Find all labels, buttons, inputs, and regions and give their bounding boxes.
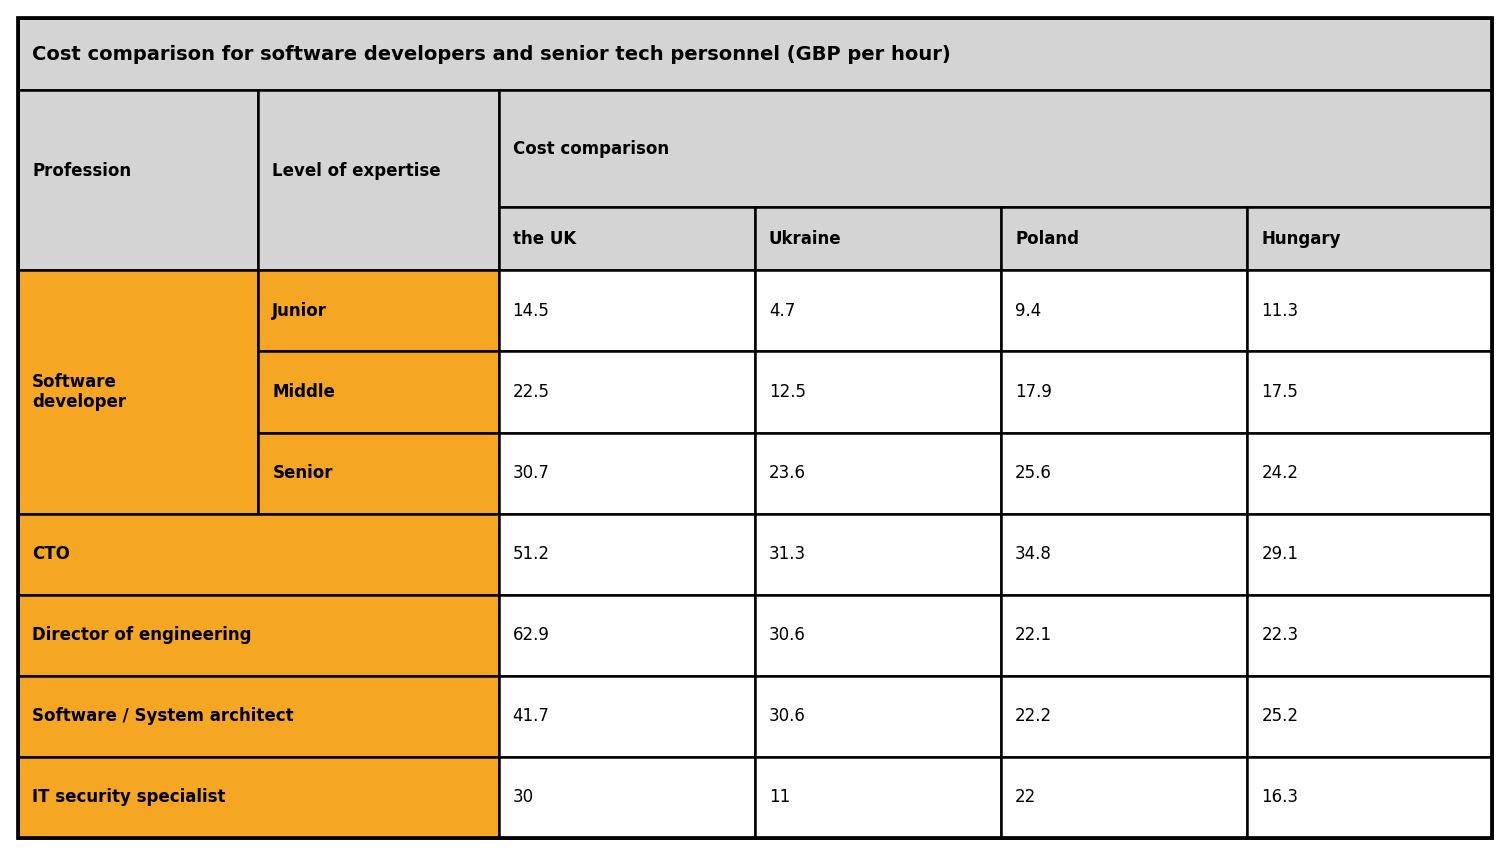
- Bar: [18, 270, 258, 514]
- Text: Level of expertise: Level of expertise: [272, 162, 441, 181]
- Bar: [755, 270, 1001, 352]
- Bar: [498, 270, 755, 352]
- Text: Software
developer: Software developer: [32, 372, 127, 412]
- Bar: [498, 757, 755, 838]
- Bar: [498, 352, 755, 432]
- Text: Profession: Profession: [32, 162, 131, 181]
- Bar: [498, 675, 755, 757]
- Bar: [498, 207, 755, 270]
- Bar: [755, 675, 1001, 757]
- Bar: [498, 514, 755, 595]
- Bar: [1247, 514, 1492, 595]
- Text: 11.3: 11.3: [1261, 302, 1299, 320]
- Text: 23.6: 23.6: [769, 464, 806, 482]
- Bar: [1001, 352, 1247, 432]
- Text: Senior: Senior: [272, 464, 332, 482]
- Bar: [1247, 352, 1492, 432]
- Bar: [18, 675, 498, 757]
- Text: 17.5: 17.5: [1261, 383, 1299, 401]
- Text: 25.6: 25.6: [1015, 464, 1052, 482]
- Text: 62.9: 62.9: [512, 627, 550, 645]
- Text: Junior: Junior: [272, 302, 328, 320]
- Text: 29.1: 29.1: [1261, 545, 1299, 563]
- Bar: [1247, 207, 1492, 270]
- Text: Software / System architect: Software / System architect: [32, 707, 293, 725]
- Bar: [1001, 757, 1247, 838]
- Bar: [1247, 675, 1492, 757]
- Bar: [1001, 675, 1247, 757]
- Text: 24.2: 24.2: [1261, 464, 1299, 482]
- Text: Middle: Middle: [272, 383, 335, 401]
- Text: 31.3: 31.3: [769, 545, 806, 563]
- Text: Cost comparison: Cost comparison: [512, 140, 669, 158]
- Bar: [755, 207, 1001, 270]
- Bar: [498, 432, 755, 514]
- Bar: [18, 757, 498, 838]
- Bar: [1001, 514, 1247, 595]
- Bar: [1001, 595, 1247, 675]
- Text: 14.5: 14.5: [512, 302, 550, 320]
- Bar: [258, 270, 498, 352]
- Text: 12.5: 12.5: [769, 383, 806, 401]
- Text: Poland: Poland: [1015, 229, 1080, 247]
- Text: 4.7: 4.7: [769, 302, 796, 320]
- Text: 41.7: 41.7: [512, 707, 550, 725]
- Bar: [1001, 270, 1247, 352]
- Text: Hungary: Hungary: [1261, 229, 1341, 247]
- Text: 30.6: 30.6: [769, 707, 806, 725]
- Text: 22.1: 22.1: [1015, 627, 1052, 645]
- Text: 17.9: 17.9: [1015, 383, 1052, 401]
- Text: Cost comparison for software developers and senior tech personnel (GBP per hour): Cost comparison for software developers …: [32, 45, 951, 63]
- Text: 9.4: 9.4: [1015, 302, 1042, 320]
- Text: 22.3: 22.3: [1261, 627, 1299, 645]
- Bar: [1247, 270, 1492, 352]
- Text: the UK: the UK: [512, 229, 575, 247]
- Text: Ukraine: Ukraine: [769, 229, 841, 247]
- Text: Director of engineering: Director of engineering: [32, 627, 252, 645]
- Bar: [1001, 207, 1247, 270]
- Text: 30.7: 30.7: [512, 464, 550, 482]
- Text: 16.3: 16.3: [1261, 788, 1299, 806]
- Text: 22: 22: [1015, 788, 1036, 806]
- Bar: [755, 757, 1001, 838]
- Bar: [258, 90, 498, 270]
- Text: 25.2: 25.2: [1261, 707, 1299, 725]
- Text: 51.2: 51.2: [512, 545, 550, 563]
- Text: 22.2: 22.2: [1015, 707, 1052, 725]
- Bar: [1247, 757, 1492, 838]
- Bar: [18, 90, 258, 270]
- Text: 34.8: 34.8: [1015, 545, 1052, 563]
- Text: IT security specialist: IT security specialist: [32, 788, 225, 806]
- Text: 11: 11: [769, 788, 790, 806]
- Bar: [1001, 432, 1247, 514]
- Bar: [18, 18, 1492, 90]
- Bar: [258, 352, 498, 432]
- Text: CTO: CTO: [32, 545, 69, 563]
- Bar: [1247, 595, 1492, 675]
- Bar: [498, 595, 755, 675]
- Bar: [755, 595, 1001, 675]
- Bar: [755, 432, 1001, 514]
- Bar: [755, 352, 1001, 432]
- Bar: [1247, 432, 1492, 514]
- Bar: [18, 595, 498, 675]
- Text: 22.5: 22.5: [512, 383, 550, 401]
- Bar: [755, 514, 1001, 595]
- Text: 30: 30: [512, 788, 533, 806]
- Text: 30.6: 30.6: [769, 627, 806, 645]
- Bar: [258, 432, 498, 514]
- Bar: [498, 90, 1492, 207]
- Bar: [18, 514, 498, 595]
